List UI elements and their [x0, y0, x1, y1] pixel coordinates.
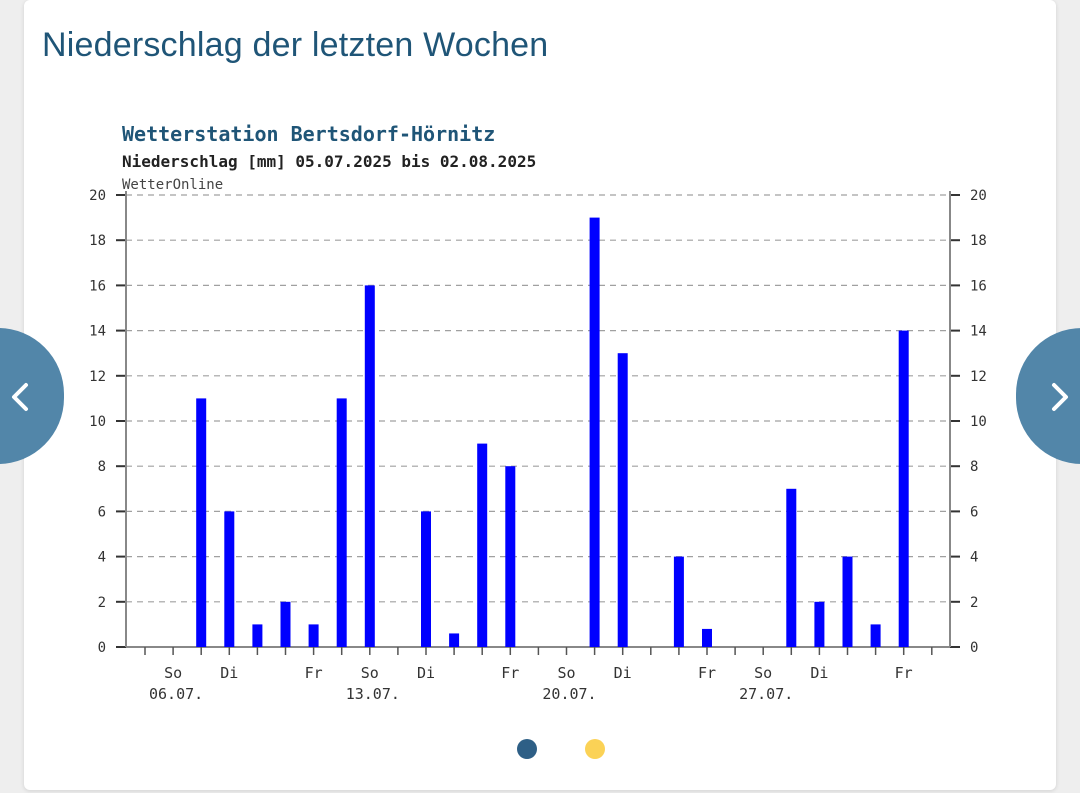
carousel-dot-2[interactable]: [585, 739, 605, 759]
x-day-label: Di: [417, 664, 435, 682]
bar-25.07.: [702, 628, 712, 647]
bar-11.07.: [308, 624, 319, 647]
page-title: Niederschlag der letzten Wochen: [42, 26, 549, 64]
chart-subtitle: Niederschlag [mm] 05.07.2025 bis 02.08.2…: [122, 152, 536, 171]
x-date-label: 27.07.: [739, 685, 793, 703]
y-tick-label-right: 4: [970, 550, 978, 566]
y-tick-label-left: 6: [98, 504, 106, 520]
bar-layer: [196, 217, 909, 647]
y-tick-label-right: 12: [970, 369, 987, 385]
y-tick-label-right: 8: [970, 459, 978, 475]
bar-13.07.: [364, 285, 375, 647]
y-tick-label-left: 10: [89, 414, 106, 430]
bar-16.07.: [449, 633, 460, 647]
carousel-dot-1[interactable]: [517, 739, 537, 759]
bar-21.07.: [589, 217, 600, 647]
x-day-label: Fr: [501, 664, 519, 682]
y-tick-label-right: 2: [970, 595, 978, 611]
bar-10.07.: [280, 601, 291, 647]
y-tick-label-left: 4: [98, 550, 106, 566]
x-day-label: Fr: [895, 664, 913, 682]
y-tick-label-left: 0: [98, 640, 106, 656]
x-day-label: So: [557, 664, 575, 682]
bar-08.07.: [224, 511, 235, 647]
x-date-label: 20.07.: [542, 685, 596, 703]
y-tick-label-right: 14: [970, 324, 987, 340]
bar-12.07.: [336, 398, 347, 647]
bar-28.07.: [786, 488, 797, 647]
x-day-label: Di: [810, 664, 828, 682]
y-tick-label-left: 20: [89, 188, 106, 204]
y-tick-label-left: 16: [89, 278, 106, 294]
y-tick-label-left: 2: [98, 595, 106, 611]
bar-15.07.: [421, 511, 431, 647]
x-day-label: Fr: [698, 664, 716, 682]
x-day-label: So: [361, 664, 379, 682]
y-tick-label-right: 10: [970, 414, 987, 430]
x-day-label: Di: [220, 664, 238, 682]
axis-layer: [116, 191, 960, 655]
bar-01.08.: [898, 330, 909, 647]
bar-29.07.: [814, 601, 825, 647]
bar-17.07.: [477, 443, 488, 647]
bar-18.07.: [505, 466, 516, 647]
x-day-label: So: [164, 664, 182, 682]
x-day-label: So: [754, 664, 772, 682]
chart-card: [24, 0, 1056, 790]
y-tick-label-left: 14: [89, 324, 106, 340]
grid-layer: [126, 194, 950, 603]
y-tick-label-right: 20: [970, 188, 987, 204]
y-tick-label-left: 18: [89, 233, 106, 249]
x-day-label: Fr: [305, 664, 323, 682]
bar-30.07.: [842, 556, 853, 647]
chevron-right-icon: [1052, 383, 1068, 411]
chevron-left-icon: [12, 383, 28, 411]
chart-source: WetterOnline: [122, 177, 223, 193]
bar-09.07.: [252, 624, 263, 647]
chart-title: Wetterstation Bertsdorf-Hörnitz: [122, 122, 495, 146]
x-date-label: 13.07.: [346, 685, 400, 703]
y-tick-label-right: 16: [970, 278, 987, 294]
bar-31.07.: [870, 624, 881, 647]
y-tick-label-right: 6: [970, 504, 978, 520]
y-tick-label-right: 0: [970, 640, 978, 656]
bar-22.07.: [617, 353, 628, 647]
y-tick-label-right: 18: [970, 233, 987, 249]
bar-07.07.: [196, 398, 207, 647]
bar-24.07.: [673, 556, 684, 647]
label-layer: 0 0 2 2 4 4 6 6 8 8 10 10 12 12 14 14 16 16 18 18 20 20 So Di Fr…: [89, 188, 987, 703]
x-day-label: Di: [614, 664, 632, 682]
y-tick-label-left: 12: [89, 369, 106, 385]
y-tick-label-left: 8: [98, 459, 106, 475]
x-date-label: 06.07.: [149, 685, 203, 703]
